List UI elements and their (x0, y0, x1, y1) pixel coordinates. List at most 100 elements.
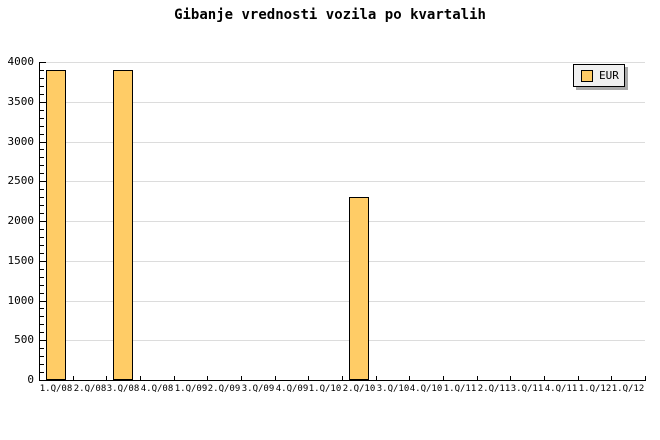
y-axis-label: 3500 (7, 95, 35, 108)
x-axis-tick (544, 376, 545, 380)
y-axis-minor-tick (40, 245, 44, 246)
y-axis-minor-tick (40, 356, 44, 357)
y-axis-label: 2000 (7, 214, 35, 227)
plot-area (39, 62, 646, 381)
y-axis-minor-tick (40, 293, 44, 294)
y-axis-label: 4000 (7, 55, 35, 68)
gridline (40, 340, 645, 341)
chart-title: Gibanje vrednosti vozila po kvartalih (174, 7, 486, 23)
x-axis-label: 1.Q/10 (308, 384, 342, 394)
y-axis-minor-tick (40, 253, 44, 254)
y-axis-minor-tick (40, 324, 44, 325)
y-axis-minor-tick (40, 316, 44, 317)
y-axis-major-tick (40, 181, 46, 182)
gridline (40, 62, 645, 63)
x-axis-tick (376, 376, 377, 380)
legend-label: EUR (599, 68, 619, 82)
y-axis-minor-tick (40, 213, 44, 214)
y-axis-minor-tick (40, 229, 44, 230)
y-axis-label: 500 (14, 333, 34, 346)
y-axis-label: 1000 (7, 294, 35, 307)
x-axis-tick (477, 376, 478, 380)
x-axis-label: 3.Q/09 (241, 384, 275, 394)
y-axis-minor-tick (40, 134, 44, 135)
y-axis-minor-tick (40, 86, 44, 87)
y-axis-minor-tick (40, 277, 44, 278)
x-axis-label: 3.Q/08 (106, 384, 140, 394)
x-axis-tick (342, 376, 343, 380)
y-axis-minor-tick (40, 364, 44, 365)
x-axis-label: 4.Q/09 (275, 384, 309, 394)
y-axis-minor-tick (40, 285, 44, 286)
x-axis-label: 1.Q/12 (611, 384, 645, 394)
y-axis-minor-tick (40, 118, 44, 119)
bar (349, 197, 369, 380)
y-axis-major-tick (40, 62, 46, 63)
x-axis-tick (308, 376, 309, 380)
x-axis-label: 1.Q/08 (39, 384, 73, 394)
x-axis-tick (174, 376, 175, 380)
y-axis-minor-tick (40, 149, 44, 150)
y-axis-minor-tick (40, 94, 44, 95)
x-axis-tick (275, 376, 276, 380)
x-axis-tick (611, 376, 612, 380)
y-axis-minor-tick (40, 157, 44, 158)
y-axis-major-tick (40, 261, 46, 262)
y-axis-major-tick (40, 340, 46, 341)
y-axis-minor-tick (40, 372, 44, 373)
x-axis-label: 2.Q/11 (477, 384, 511, 394)
x-axis-label: 1.Q/12 (578, 384, 612, 394)
y-axis-minor-tick (40, 70, 44, 71)
legend: EUR (573, 64, 625, 87)
bar (113, 70, 133, 380)
x-axis-label: 4.Q/11 (544, 384, 578, 394)
y-axis-label: 1500 (7, 254, 35, 267)
y-axis-label: 3000 (7, 135, 35, 148)
x-axis-tick (73, 376, 74, 380)
y-axis-major-tick (40, 221, 46, 222)
x-axis-label: 3.Q/10 (376, 384, 410, 394)
y-axis-major-tick (40, 102, 46, 103)
gridline (40, 261, 645, 262)
legend-swatch-icon (581, 69, 593, 82)
x-axis-label: 4.Q/08 (140, 384, 174, 394)
gridline (40, 181, 645, 182)
y-axis-minor-tick (40, 78, 44, 79)
x-axis-tick (645, 376, 646, 380)
x-axis-label: 4.Q/10 (409, 384, 443, 394)
gridline (40, 142, 645, 143)
y-axis-minor-tick (40, 332, 44, 333)
x-axis-tick (241, 376, 242, 380)
gridline (40, 221, 645, 222)
y-axis-minor-tick (40, 269, 44, 270)
y-axis-major-tick (40, 301, 46, 302)
x-axis-tick (106, 376, 107, 380)
y-axis-minor-tick (40, 126, 44, 127)
x-axis-label: 1.Q/11 (443, 384, 477, 394)
x-axis-tick (510, 376, 511, 380)
y-axis-minor-tick (40, 197, 44, 198)
y-axis-minor-tick (40, 165, 44, 166)
x-axis-label: 1.Q/09 (174, 384, 208, 394)
x-axis-tick (140, 376, 141, 380)
y-axis-label: 2500 (7, 174, 35, 187)
x-axis-label: 2.Q/09 (207, 384, 241, 394)
y-axis-minor-tick (40, 237, 44, 238)
y-axis-minor-tick (40, 110, 44, 111)
x-axis-tick (409, 376, 410, 380)
x-axis-tick (578, 376, 579, 380)
y-axis-minor-tick (40, 189, 44, 190)
y-axis-major-tick (40, 142, 46, 143)
y-axis-label: 0 (27, 373, 34, 386)
x-axis-label: 2.Q/08 (73, 384, 107, 394)
y-axis-minor-tick (40, 308, 44, 309)
y-axis-major-tick (40, 380, 46, 381)
x-axis-label: 3.Q/11 (510, 384, 544, 394)
gridline (40, 301, 645, 302)
bar (46, 70, 66, 380)
x-axis-tick (443, 376, 444, 380)
y-axis-minor-tick (40, 348, 44, 349)
y-axis-minor-tick (40, 173, 44, 174)
y-axis-minor-tick (40, 205, 44, 206)
